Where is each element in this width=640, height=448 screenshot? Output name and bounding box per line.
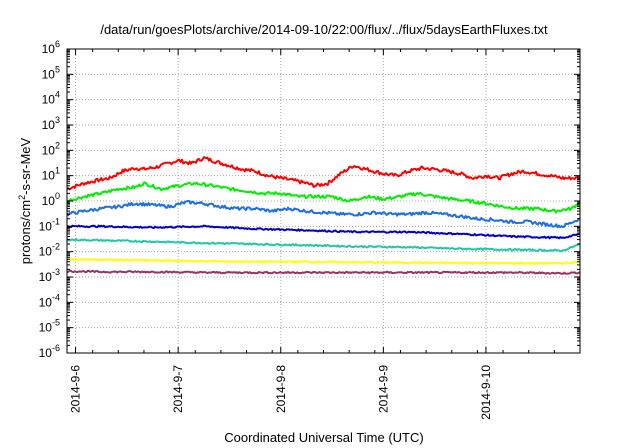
series-line (66, 269, 581, 275)
axis-ticks: 10-610-510-410-310-210-11001011021031041… (39, 39, 581, 420)
y-tick-base: 10 (39, 219, 53, 233)
y-tick-base: 10 (42, 143, 56, 157)
y-tick-base: 10 (39, 295, 53, 309)
series-line (66, 156, 581, 191)
x-axis-label: Coordinated Universal Time (UTC) (224, 430, 423, 445)
x-tick-label: 2014-9-8 (274, 365, 288, 413)
y-tick-base: 10 (39, 245, 53, 259)
y-tick-base: 10 (42, 42, 56, 56)
y-tick-label: 102 (42, 140, 60, 157)
y-axis-label-superscript: 2 (17, 195, 27, 200)
y-tick-label: 10-1 (39, 216, 60, 233)
y-axis-label: protons/cm2-s-sr-MeV (17, 137, 33, 264)
series-line (66, 224, 581, 240)
y-tick-label: 10-3 (39, 267, 60, 284)
y-tick-base: 10 (42, 169, 56, 183)
y-tick-label: 10-5 (39, 318, 60, 335)
y-tick-exponent: 1 (55, 166, 60, 176)
y-tick-exponent: 3 (55, 115, 60, 125)
x-tick-label: 2014-9-7 (171, 365, 185, 413)
y-tick-label: 103 (42, 115, 60, 132)
series-line (66, 200, 581, 229)
y-tick-label: 106 (42, 39, 60, 56)
y-tick-base: 10 (42, 118, 56, 132)
series-line (66, 181, 581, 214)
y-tick-exponent: -3 (52, 267, 60, 277)
series-line (66, 257, 581, 265)
y-tick-base: 10 (39, 321, 53, 335)
y-tick-label: 10-4 (39, 292, 60, 309)
y-tick-base: 10 (42, 93, 56, 107)
y-tick-label: 10-2 (39, 242, 60, 259)
series-line (66, 238, 581, 253)
y-tick-label: 104 (42, 90, 60, 107)
y-tick-exponent: -5 (52, 318, 60, 328)
y-axis-label-main: protons/cm (18, 200, 33, 264)
series-lines (66, 156, 581, 275)
y-tick-base: 10 (42, 194, 56, 208)
y-tick-exponent: 4 (55, 90, 60, 100)
y-tick-exponent: 5 (55, 64, 60, 74)
y-tick-exponent: -6 (52, 343, 60, 353)
grid-lines (67, 49, 580, 353)
y-tick-base: 10 (42, 67, 56, 81)
x-tick-label: 2014-9-10 (479, 365, 493, 420)
y-tick-exponent: 6 (55, 39, 60, 49)
y-tick-base: 10 (39, 346, 53, 360)
x-tick-label: 2014-9-9 (376, 365, 390, 413)
y-tick-exponent: -4 (52, 292, 60, 302)
y-tick-exponent: -1 (52, 216, 60, 226)
y-tick-label: 105 (42, 64, 60, 81)
y-tick-label: 101 (42, 166, 60, 183)
y-tick-exponent: -2 (52, 242, 60, 252)
x-tick-label: 2014-9-6 (69, 365, 83, 413)
y-tick-base: 10 (39, 270, 53, 284)
y-tick-label: 100 (42, 191, 60, 208)
plot-frame (66, 48, 581, 354)
y-tick-exponent: 2 (55, 140, 60, 150)
y-tick-exponent: 0 (55, 191, 60, 201)
y-tick-label: 10-6 (39, 343, 60, 360)
y-axis-label-rest: -s-sr-MeV (18, 137, 33, 194)
chart-title: /data/run/goesPlots/archive/2014-09-10/2… (100, 22, 548, 37)
